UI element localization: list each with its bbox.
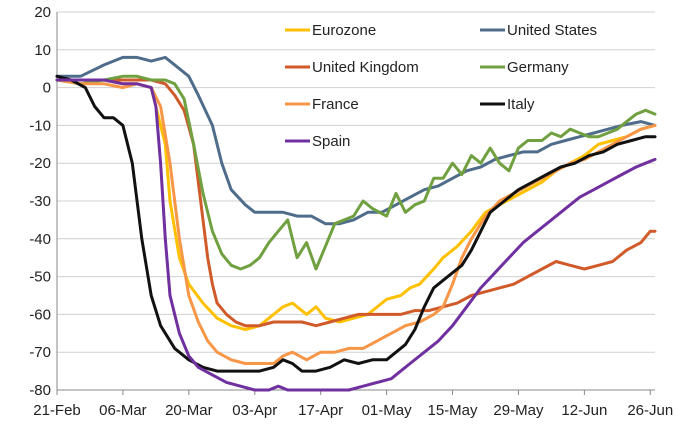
y-tick-labels: 20 10 0 -10 -20 -30 -40 -50 -60 -70 -80 [29,4,51,399]
legend-label-france: France [312,96,359,113]
x-tick-label: 12-Jun [561,402,607,419]
x-tick-label: 29-May [493,402,544,419]
series-line-eurozone [55,78,657,331]
series-line-france [55,78,657,365]
legend-label-united-states: United States [507,22,597,39]
y-tick-label: 10 [34,42,51,59]
series-line-spain [55,78,657,392]
y-tick-label: 0 [43,80,51,97]
x-tick-labels: 21-Feb 06-Mar 20-Mar 03-Apr 17-Apr 01-May 15-M… [33,402,673,419]
y-tick-label: -70 [29,344,51,361]
series-lines [55,55,657,392]
series-line-italy [55,74,657,373]
y-tick-label: 20 [34,4,51,21]
legend-label-italy: Italy [507,96,535,113]
x-tick-label: 17-Apr [298,402,343,419]
x-tick-label: 21-Feb [33,402,81,419]
x-tick-label: 20-Mar [165,402,213,419]
x-tick-label: 01-May [362,402,413,419]
legend-label-united-kingdom: United Kingdom [312,59,419,76]
legend-label-spain: Spain [312,133,350,150]
y-tick-label: -10 [29,117,51,134]
x-tick-label: 03-Apr [232,402,277,419]
x-tick-label: 26-Jun [627,402,673,419]
y-tick-label: -60 [29,306,51,323]
y-tick-label: -50 [29,269,51,286]
y-tick-label: -30 [29,193,51,210]
y-tick-label: -20 [29,155,51,172]
y-tick-label: -40 [29,231,51,248]
series-line-united-states [55,55,657,226]
x-tick-label: 15-May [428,402,479,419]
y-tick-label: -80 [29,382,51,399]
series-line-germany [55,74,657,271]
series-line-united-kingdom [55,78,657,328]
legend-label-eurozone: Eurozone [312,22,376,39]
legend-label-germany: Germany [507,59,569,76]
legend: Eurozone United States United Kingdom Germa… [285,22,597,150]
x-tick-label: 06-Mar [99,402,147,419]
